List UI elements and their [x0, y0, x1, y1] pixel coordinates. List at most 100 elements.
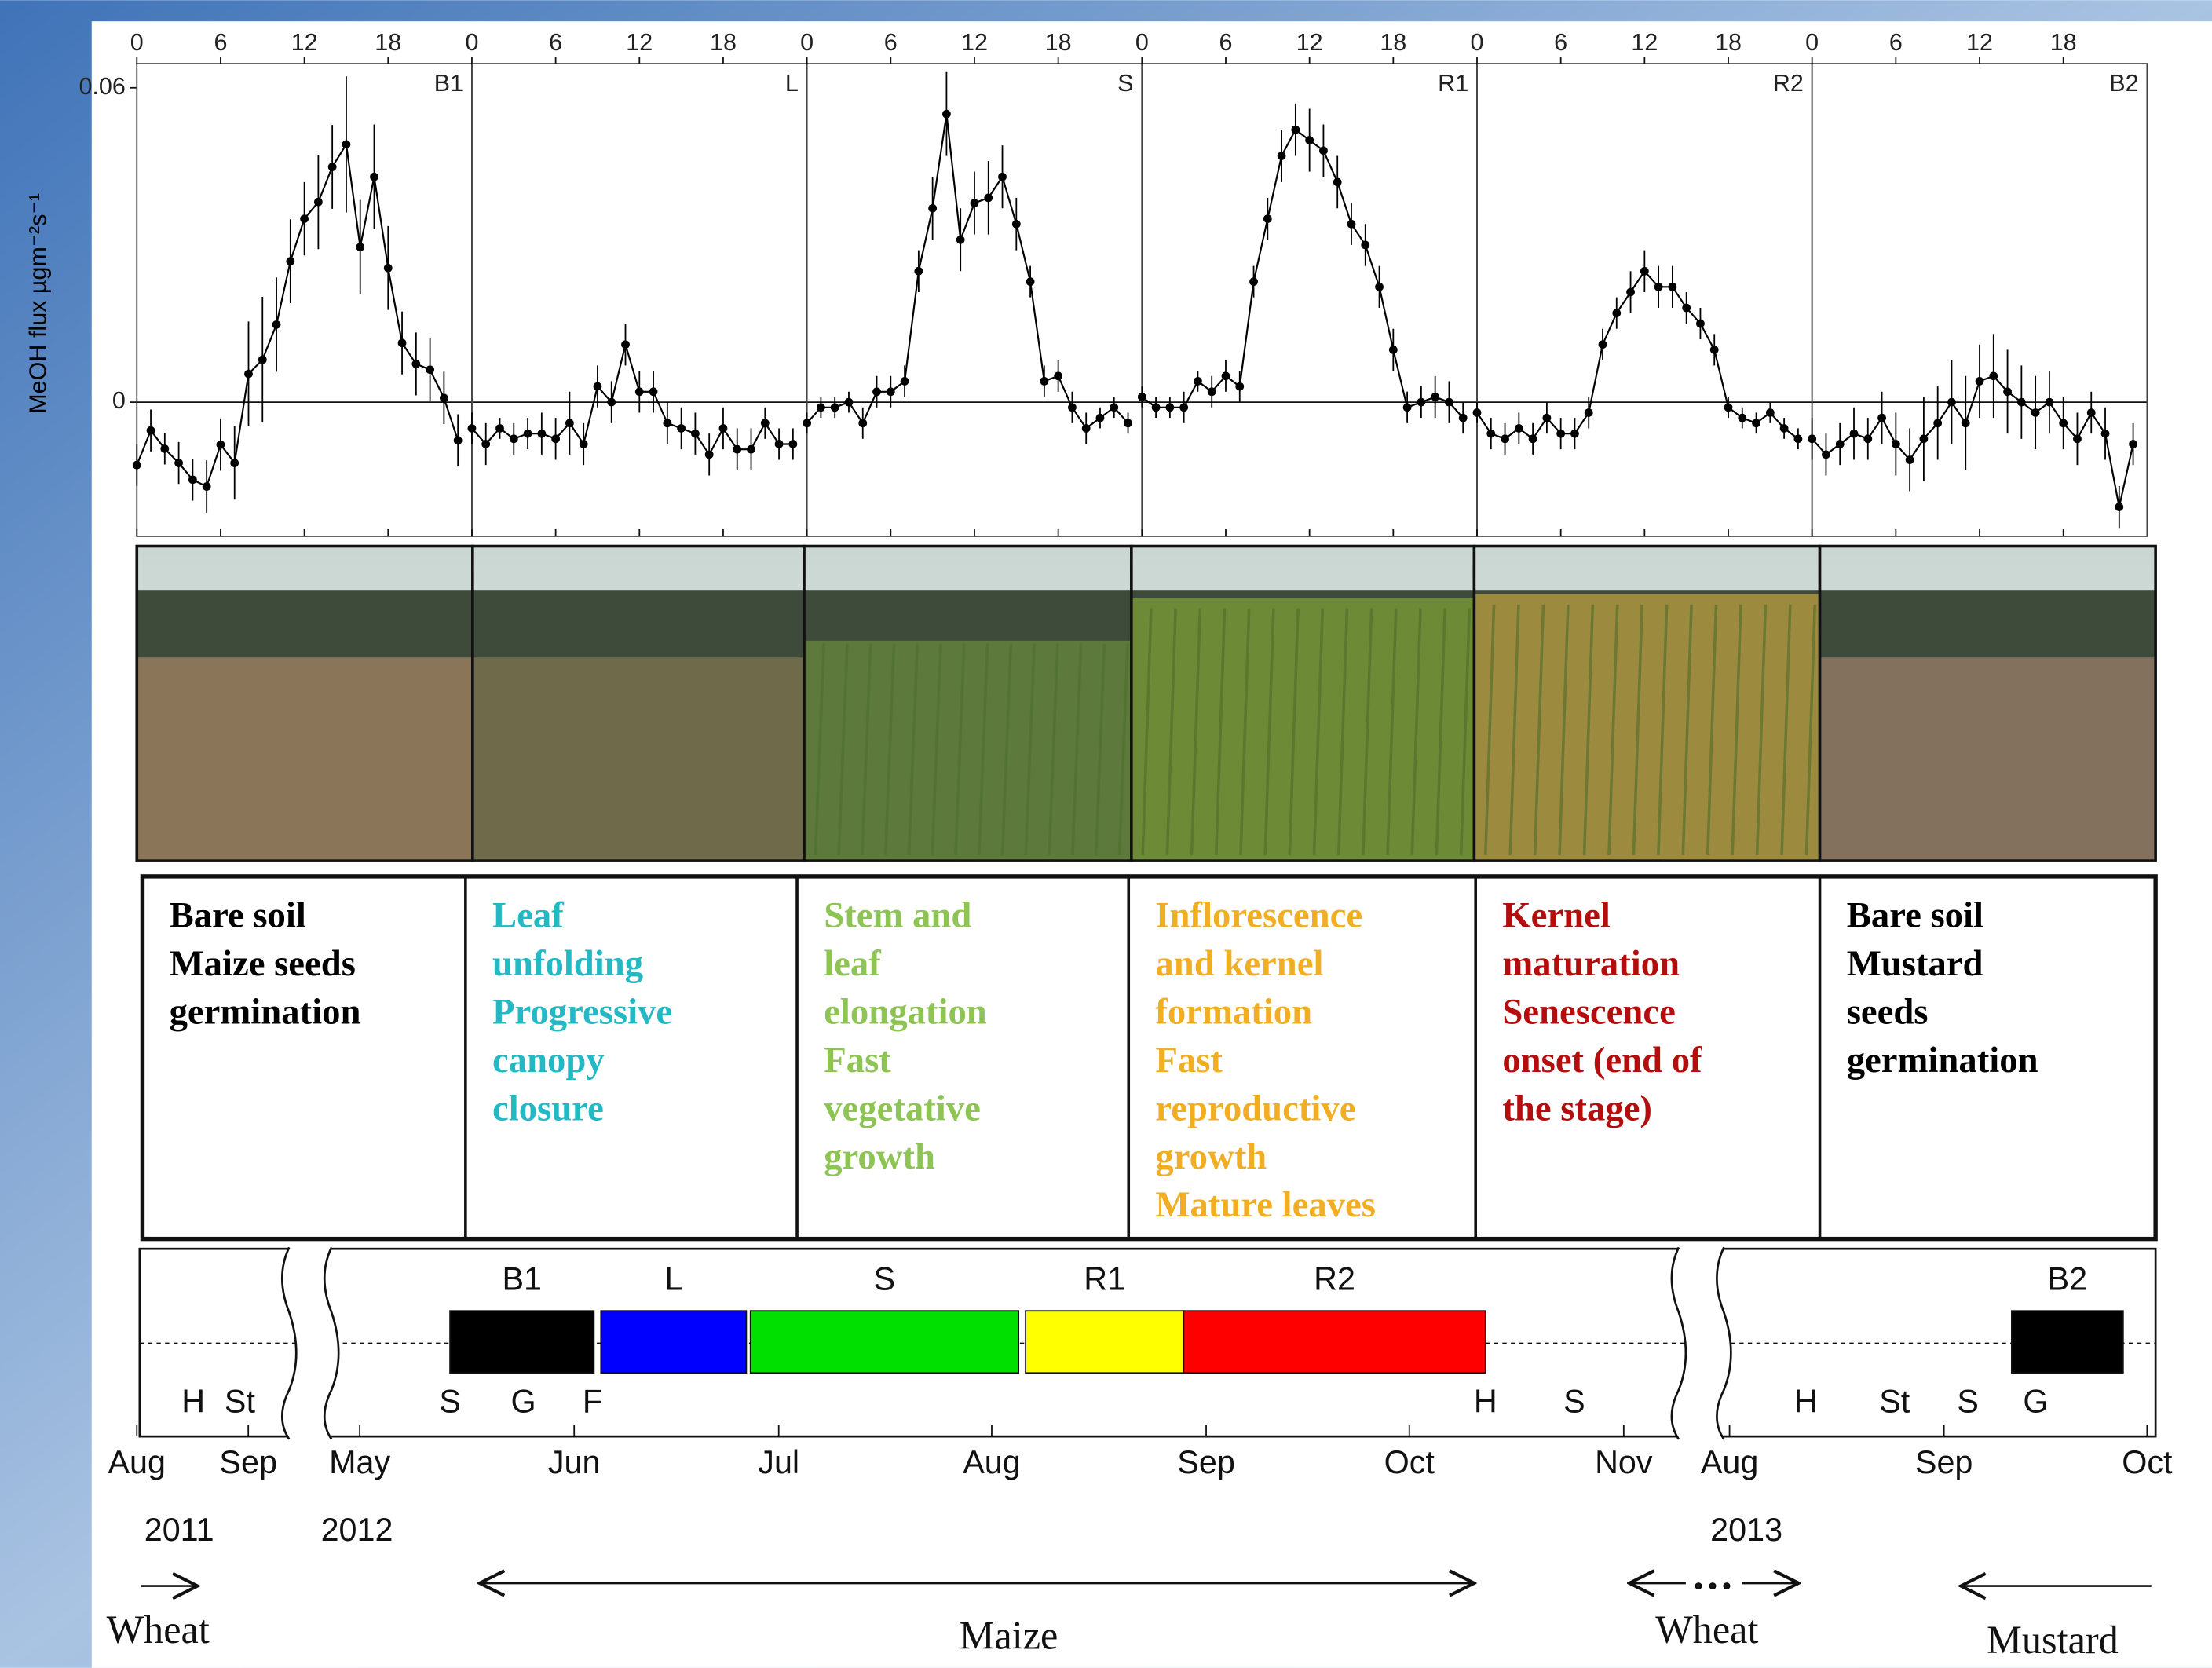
flux-point	[1431, 393, 1439, 401]
month-label: Jul	[758, 1444, 799, 1480]
stage-text: growth	[824, 1136, 935, 1177]
stage-text: Bare soil	[1847, 895, 1983, 936]
flux-point	[621, 340, 630, 349]
event-label: S	[1563, 1384, 1585, 1420]
flux-point	[1626, 288, 1635, 297]
stage-text: leaf	[824, 943, 882, 984]
flux-point	[1766, 408, 1775, 417]
flux-point	[1278, 152, 1286, 160]
event-label: F	[583, 1384, 602, 1420]
flux-point	[1124, 419, 1132, 427]
x-tick-label: 18	[1380, 29, 1406, 56]
flux-point	[1235, 382, 1244, 391]
event-label: H	[1474, 1384, 1497, 1420]
flux-point	[2073, 434, 2082, 443]
flux-point	[551, 434, 560, 443]
y-axis-title: MeOH flux µgm⁻²s⁻¹	[24, 193, 51, 414]
flux-point	[1152, 403, 1161, 412]
x-tick-label: 0	[1135, 29, 1149, 56]
flux-point	[1375, 283, 1384, 291]
flux-point	[2046, 398, 2054, 407]
year-label: 2012	[321, 1512, 393, 1548]
flux-point	[803, 419, 811, 427]
x-tick-label: 12	[1296, 29, 1323, 56]
flux-point	[1040, 377, 1048, 386]
flux-point	[1752, 419, 1760, 427]
flux-point	[788, 440, 797, 448]
flux-point	[1096, 414, 1105, 422]
month-label: Aug	[963, 1444, 1021, 1480]
flux-point	[314, 198, 323, 207]
flux-point	[761, 419, 770, 427]
stage-text: Progressive	[492, 991, 672, 1032]
panel-label: S	[1117, 70, 1133, 97]
flux-point	[300, 214, 309, 223]
month-label: Oct	[1384, 1444, 1435, 1480]
flux-point	[719, 424, 728, 433]
ellipsis-dot	[1723, 1582, 1730, 1589]
flux-point	[1696, 320, 1705, 328]
flux-point	[411, 360, 420, 368]
flux-point	[426, 365, 434, 374]
panel-label: R1	[1438, 70, 1468, 97]
year-label: 2011	[144, 1512, 214, 1548]
stage-text: formation	[1155, 991, 1312, 1032]
event-label: S	[1957, 1384, 1979, 1420]
stage-text: the stage)	[1502, 1088, 1652, 1128]
flux-point	[1669, 283, 1677, 291]
flux-point	[1989, 371, 1998, 380]
flux-point	[2031, 408, 2040, 417]
flux-point	[747, 445, 755, 454]
flux-point	[398, 338, 407, 347]
flux-point	[649, 387, 658, 396]
flux-point	[1654, 283, 1663, 291]
flux-point	[1682, 304, 1691, 313]
flux-point	[635, 387, 644, 396]
x-tick-label: 12	[626, 29, 653, 56]
flux-point	[1068, 403, 1077, 412]
flux-point	[188, 475, 197, 484]
flux-point	[705, 450, 714, 459]
year-label: 2013	[1710, 1512, 1782, 1548]
flux-point	[1054, 371, 1062, 380]
flux-point	[1612, 309, 1621, 317]
flux-point	[454, 436, 463, 444]
flux-point	[286, 257, 294, 265]
flux-point	[1012, 220, 1021, 229]
flux-point	[328, 163, 337, 171]
x-tick-label: 18	[710, 29, 737, 56]
flux-point	[230, 459, 239, 467]
flux-point	[1710, 346, 1719, 354]
flux-point	[1877, 414, 1886, 422]
flux-point	[872, 387, 881, 396]
stage-text: germination	[170, 991, 361, 1032]
flux-point	[258, 356, 267, 364]
flux-point	[2101, 430, 2110, 438]
flux-point	[440, 393, 448, 402]
panel-label: R2	[1773, 70, 1804, 97]
event-label: St	[225, 1384, 256, 1420]
x-tick-label: 0	[800, 29, 814, 56]
flux-point	[1780, 424, 1789, 433]
flux-point	[607, 398, 616, 407]
event-label: G	[2023, 1384, 2048, 1420]
photos	[137, 547, 2155, 861]
phase-bar	[751, 1311, 1018, 1373]
flux-point	[565, 419, 574, 427]
flux-point	[1459, 414, 1468, 422]
flux-point	[817, 403, 825, 412]
flux-point	[733, 445, 741, 454]
flux-point	[677, 424, 686, 433]
phase-bar	[1026, 1311, 1183, 1373]
stage-text: unfolding	[492, 943, 643, 984]
flux-point	[2129, 440, 2137, 448]
event-label: S	[439, 1384, 461, 1420]
flux-point	[1361, 241, 1369, 250]
panel-label: L	[785, 70, 799, 97]
flux-point	[468, 424, 477, 433]
flux-point	[1194, 377, 1202, 386]
stage-text: Kernel	[1502, 895, 1610, 936]
crop-label: Mustard	[1987, 1618, 2119, 1662]
flux-point	[1222, 371, 1230, 380]
flux-point	[147, 426, 155, 435]
